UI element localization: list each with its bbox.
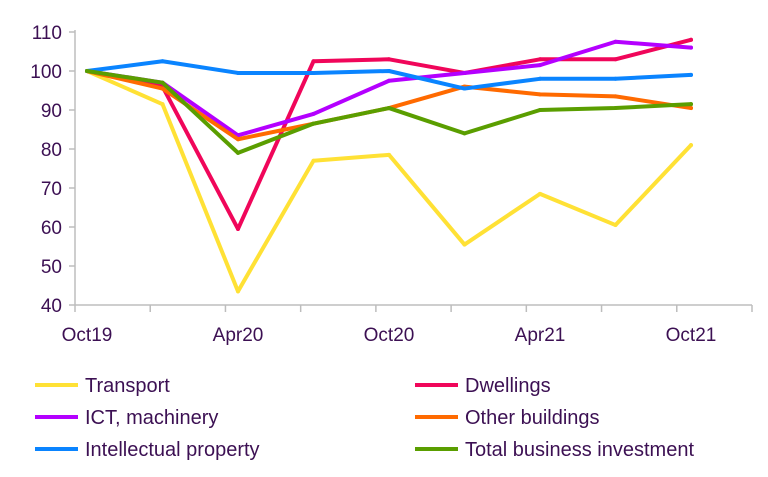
data-point <box>689 143 693 148</box>
data-point <box>387 152 391 157</box>
x-tick-label: Oct20 <box>364 325 415 346</box>
data-point <box>538 76 542 81</box>
data-point <box>387 69 391 73</box>
data-point <box>689 106 693 111</box>
data-point <box>613 106 618 111</box>
x-tick-label: Apr20 <box>213 325 264 346</box>
data-point <box>236 137 240 142</box>
y-tick-label: 40 <box>41 296 62 317</box>
data-point <box>538 92 542 97</box>
data-point <box>613 223 618 228</box>
x-tick-label: Oct21 <box>666 325 717 346</box>
data-point <box>311 158 316 163</box>
data-point <box>311 121 316 126</box>
y-tick-label: 60 <box>41 218 62 239</box>
data-point <box>538 63 542 68</box>
data-point <box>85 69 89 73</box>
series-line-transport <box>85 69 693 294</box>
legend-label: Dwellings <box>465 375 551 397</box>
y-tick-label: 100 <box>30 62 62 83</box>
y-tick-label: 110 <box>32 23 62 44</box>
series-line-ict-machinery <box>85 39 693 138</box>
legend-item: Intellectual property <box>35 439 260 461</box>
y-tick-label: 70 <box>41 179 62 200</box>
legend-label: Other buildings <box>465 407 600 429</box>
y-tick-label: 50 <box>41 257 62 278</box>
legend-item: Other buildings <box>415 407 600 429</box>
data-point <box>160 86 165 91</box>
legend-item: ICT, machinery <box>35 407 218 429</box>
data-point <box>160 102 165 107</box>
y-tick-label: 90 <box>41 101 62 122</box>
data-point <box>311 70 316 75</box>
data-point <box>538 57 542 62</box>
data-point <box>387 57 391 62</box>
data-point <box>689 37 693 42</box>
data-point <box>236 70 240 75</box>
data-point <box>387 106 391 111</box>
data-point <box>160 80 165 85</box>
data-point <box>462 131 467 136</box>
data-point <box>613 57 618 62</box>
legend-label: ICT, machinery <box>85 407 218 429</box>
data-point <box>236 150 240 155</box>
series-line-intellectual-property <box>85 59 693 91</box>
data-point <box>689 102 693 107</box>
data-point <box>613 39 618 44</box>
legend-item: Dwellings <box>415 375 551 397</box>
data-point <box>311 59 316 64</box>
data-point <box>311 111 316 116</box>
y-tick-label: 80 <box>41 140 62 161</box>
data-point <box>462 242 467 247</box>
axes: 40 50 60 70 80 90 100 110 Oct19 Apr20 Oct20 Apr21 Oc… <box>30 23 753 346</box>
data-point <box>236 289 240 294</box>
x-tick-label: Oct19 <box>62 325 113 346</box>
series-lines <box>85 37 693 294</box>
legend-label: Transport <box>85 375 170 397</box>
data-point <box>538 191 542 196</box>
data-point <box>462 86 467 91</box>
legend-item: Transport <box>35 375 170 397</box>
data-point <box>236 226 240 231</box>
data-point <box>689 72 693 77</box>
x-tick-label: Apr21 <box>515 325 566 346</box>
data-point <box>160 59 165 64</box>
data-point <box>613 94 618 99</box>
data-point <box>387 78 391 83</box>
legend-label: Intellectual property <box>85 439 260 461</box>
legend-item: Total business investment <box>415 439 694 461</box>
series-line-dwellings <box>85 37 693 231</box>
legend: Transport Dwellings ICT, machinery Other bu… <box>35 375 694 461</box>
data-point <box>689 45 693 50</box>
data-point <box>538 108 542 112</box>
data-point <box>462 70 467 75</box>
data-point <box>613 76 618 81</box>
legend-label: Total business investment <box>465 439 694 461</box>
